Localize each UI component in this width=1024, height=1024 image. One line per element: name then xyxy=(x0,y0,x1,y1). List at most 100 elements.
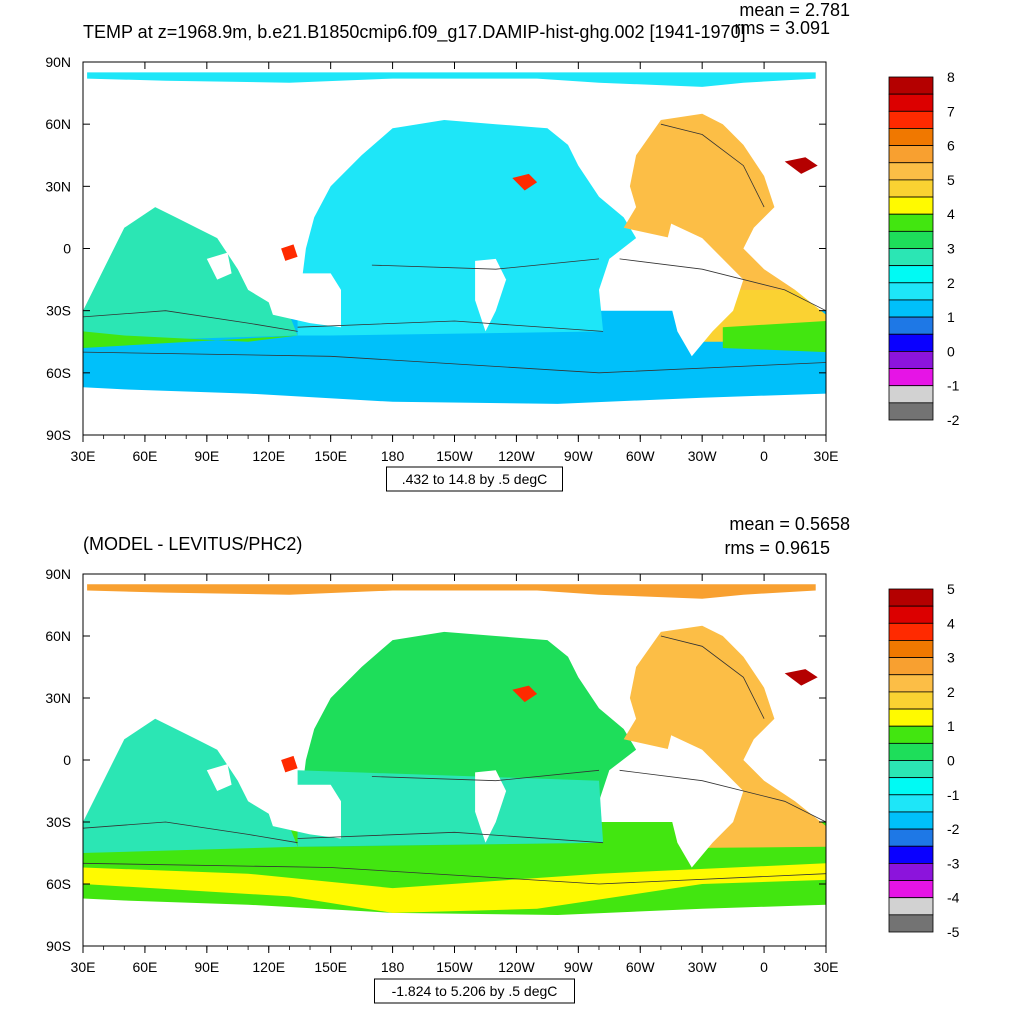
panel-title: TEMP at z=1968.9m, b.e21.B1850cmip6.f09_… xyxy=(83,22,746,43)
colorbar-swatch xyxy=(888,230,934,249)
x-tick-label: 120W xyxy=(498,959,535,975)
x-tick-label: 30E xyxy=(814,959,839,975)
colorbar-label: -3 xyxy=(947,855,960,871)
y-tick-label: 30N xyxy=(45,178,71,194)
contour-3 xyxy=(82,862,827,885)
hot-spot-west xyxy=(281,755,298,773)
y-tick-label: 30S xyxy=(46,814,71,830)
y-tick-label: 0 xyxy=(63,752,71,768)
mean-stat: mean = 2.781 xyxy=(739,0,850,20)
hot-spot-east xyxy=(784,669,818,686)
colorbar-swatch xyxy=(888,162,934,181)
y-tick-label: 90N xyxy=(45,566,71,582)
colorbar-label: -2 xyxy=(947,821,960,837)
colorbar-label: -1 xyxy=(947,787,960,803)
x-tick-label: 120E xyxy=(252,959,285,975)
x-tick-label: 90W xyxy=(564,448,594,464)
colorbar-swatch xyxy=(888,794,934,813)
contour-info-text: .432 to 14.8 by .5 degC xyxy=(402,471,548,487)
contour-info-box xyxy=(386,466,563,492)
atlantic-ocean xyxy=(623,113,795,332)
colorbar-swatch xyxy=(888,368,934,387)
colorbar-label: 2 xyxy=(947,275,955,291)
colorbar-swatch xyxy=(888,640,934,659)
colorbar-swatch xyxy=(888,588,934,607)
colorbar-label: 1 xyxy=(947,718,955,734)
colorbar-label: 3 xyxy=(947,241,955,257)
colorbar-swatch xyxy=(888,691,934,710)
contour-info-text: -1.824 to 5.206 by .5 degC xyxy=(392,983,558,999)
colorbar-swatch xyxy=(888,828,934,847)
contour-6 xyxy=(371,769,600,782)
colorbar-label: -4 xyxy=(947,890,960,906)
y-tick-label: 60N xyxy=(45,116,71,132)
colorbar-label: 0 xyxy=(947,343,955,359)
rms-stat: rms = 3.091 xyxy=(734,18,830,38)
colorbar-swatch xyxy=(888,196,934,215)
hot-spot-west xyxy=(281,244,298,261)
colorbar-swatch xyxy=(888,897,934,916)
south-america-land xyxy=(665,735,744,868)
x-tick-label: 150W xyxy=(436,448,473,464)
colorbar-swatch xyxy=(888,93,934,112)
y-tick-label: 30N xyxy=(45,690,71,706)
indian-ocean xyxy=(83,718,298,853)
hot-spot-east xyxy=(784,157,818,174)
colorbar-swatch xyxy=(888,402,934,421)
colorbar-swatch xyxy=(888,145,934,164)
colorbar-label: 5 xyxy=(947,172,955,188)
x-tick-label: 120W xyxy=(498,448,535,464)
contour-2 xyxy=(297,831,604,844)
contour-info-box xyxy=(374,978,575,1004)
contour-3 xyxy=(82,351,827,374)
colorbar-swatch xyxy=(888,811,934,830)
colorbar-label: 5 xyxy=(947,581,955,597)
y-tick-label: 90S xyxy=(46,427,71,443)
colorbar-label: 6 xyxy=(947,138,955,154)
y-tick-label: 90N xyxy=(45,54,71,70)
colorbar-label: 2 xyxy=(947,684,955,700)
colorbar-swatch xyxy=(888,622,934,641)
colorbar-swatch xyxy=(888,863,934,881)
colorbar-swatch xyxy=(888,76,934,95)
x-tick-label: 180 xyxy=(381,448,405,464)
colorbar-swatch xyxy=(888,725,934,744)
y-tick-label: 90S xyxy=(46,938,71,954)
panel-title: (MODEL - LEVITUS/PHC2) xyxy=(83,534,302,554)
colorbar-swatch xyxy=(888,282,934,301)
colorbar-swatch xyxy=(888,248,934,267)
pacific-islands-land xyxy=(475,770,507,843)
med-sea xyxy=(512,685,538,703)
contour-2 xyxy=(297,320,604,332)
colorbar-swatch xyxy=(888,316,934,335)
contour-1 xyxy=(82,310,298,332)
southern-green-band xyxy=(83,846,826,889)
colorbar-label: 1 xyxy=(947,309,955,325)
x-tick-label: 30W xyxy=(688,448,718,464)
x-tick-label: 30E xyxy=(71,959,96,975)
colorbar-swatch xyxy=(888,657,934,676)
colorbar-swatch xyxy=(888,777,934,796)
x-tick-label: 150W xyxy=(436,959,473,975)
pacific-south xyxy=(297,770,604,847)
colorbar-swatch xyxy=(888,179,934,198)
x-tick-label: 180 xyxy=(381,959,405,975)
x-tick-label: 30W xyxy=(688,959,718,975)
contour-5 xyxy=(660,123,765,208)
colorbar-swatch xyxy=(888,265,934,284)
atlantic-green-band xyxy=(722,321,826,353)
y-tick-label: 30S xyxy=(46,303,71,319)
y-tick-label: 0 xyxy=(63,241,71,257)
map-panel-1: 30E 60E 90E 120E 150E 180 150W 120W 90W 60W 30W 0 30… xyxy=(45,0,960,492)
y-tick-label: 60N xyxy=(45,628,71,644)
mean-stat: mean = 0.5658 xyxy=(729,514,850,534)
colorbar-swatch xyxy=(888,110,934,129)
colorbar-label: 7 xyxy=(947,103,955,119)
x-tick-label: 60W xyxy=(626,448,656,464)
contour-6 xyxy=(371,258,600,270)
x-tick-label: 60W xyxy=(626,959,656,975)
colorbar-label: -2 xyxy=(947,412,960,428)
atlantic-ocean xyxy=(623,625,795,843)
south-america-land xyxy=(665,223,744,357)
colorbar-swatch xyxy=(888,708,934,727)
